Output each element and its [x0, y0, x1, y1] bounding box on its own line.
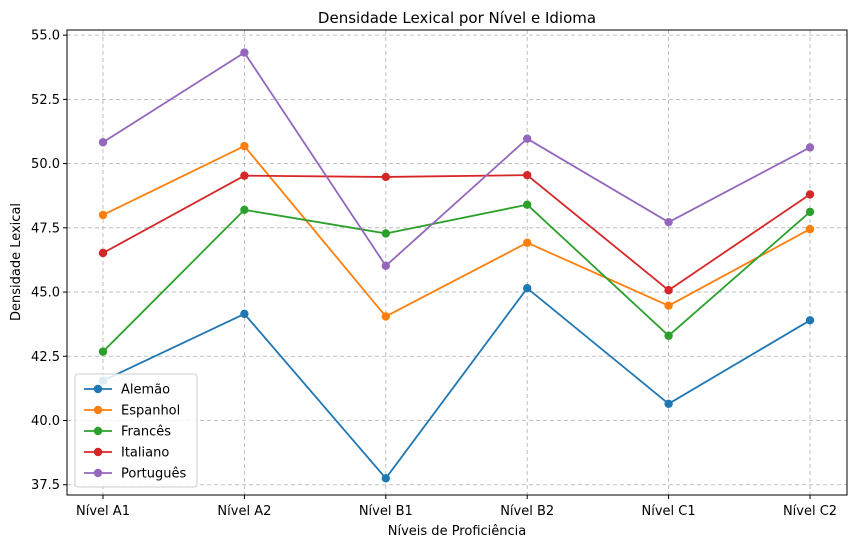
data-point: [98, 138, 108, 147]
legend-marker: [93, 405, 103, 415]
data-point: [664, 331, 673, 340]
data-point: [381, 229, 390, 238]
y-tick-label: 45.0: [31, 286, 60, 301]
data-point: [805, 190, 815, 199]
x-tick-label: Nível A1: [76, 504, 130, 519]
data-point: [98, 347, 108, 356]
series-line: [102, 145, 811, 318]
data-point: [805, 207, 815, 217]
plot-area-frame: [66, 29, 848, 496]
series-line: [102, 287, 811, 480]
data-point: [240, 205, 249, 215]
data-point: [98, 210, 108, 220]
data-point: [381, 312, 390, 321]
legend-label: Italiano: [121, 446, 169, 461]
data-point: [381, 474, 390, 483]
data-point: [805, 316, 815, 325]
y-tick-label: 50.0: [31, 157, 60, 172]
data-point: [240, 309, 249, 319]
x-tick-label: Nível C2: [783, 504, 837, 519]
data-point: [664, 399, 673, 408]
data-point: [381, 261, 390, 271]
y-tick-label: 42.5: [31, 350, 60, 365]
legend-label: Alemão: [121, 383, 170, 398]
y-tick-label: 55.0: [31, 29, 60, 44]
data-point: [805, 143, 815, 152]
series-line: [102, 203, 811, 353]
legend-box: [74, 373, 198, 488]
series-lines: [98, 48, 815, 483]
legend-label: Espanhol: [121, 404, 180, 419]
data-point: [523, 170, 532, 180]
data-point: [523, 238, 532, 247]
data-point: [805, 224, 815, 234]
legend-marker: [93, 447, 103, 457]
x-tick-label: Nível B1: [359, 504, 413, 519]
data-point: [240, 171, 249, 180]
y-axis-label: Densidade Lexical: [9, 203, 24, 321]
data-point: [98, 248, 108, 258]
y-tick-label: 40.0: [31, 414, 60, 429]
data-point: [664, 286, 673, 295]
legend: Alemão Espanhol Francês Italiano Português: [74, 373, 198, 488]
series-line: [102, 51, 811, 267]
x-tick-label: Nível A2: [217, 504, 271, 519]
y-tick-label: 47.5: [31, 221, 60, 236]
data-point: [381, 172, 390, 182]
x-axis-label: Níveis de Proficiência: [388, 524, 526, 539]
data-point: [523, 134, 532, 143]
data-point: [523, 283, 532, 293]
data-point: [664, 217, 673, 227]
data-point: [664, 301, 673, 310]
data-point: [240, 141, 249, 151]
data-point: [240, 48, 249, 57]
y-tick-label: 52.5: [31, 93, 60, 108]
x-tick-label: Nível C1: [642, 504, 696, 519]
legend-label: Francês: [121, 425, 171, 440]
data-point: [523, 200, 532, 209]
series-line: [102, 174, 811, 292]
legend-marker: [93, 468, 103, 478]
legend-marker: [93, 426, 103, 436]
y-tick-label: 37.5: [31, 478, 60, 493]
x-tick-label: Nível B2: [500, 504, 554, 519]
chart-title: Densidade Lexical por Nível e Idioma: [318, 9, 596, 27]
legend-label: Português: [121, 467, 187, 482]
legend-marker: [93, 384, 103, 394]
axis-ticks: Nível A1 Nível A2 Nível B1 Nível B2 Nível C1…: [31, 29, 837, 519]
